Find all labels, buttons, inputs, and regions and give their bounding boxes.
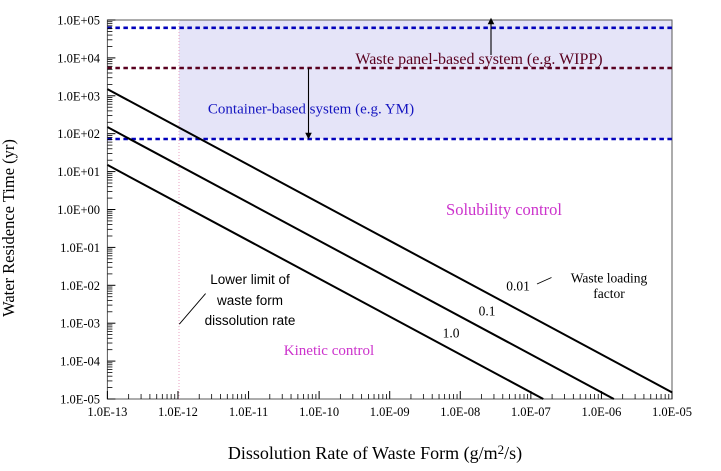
svg-text:1.0E-04: 1.0E-04 <box>60 355 101 369</box>
svg-text:1.0E+05: 1.0E+05 <box>57 14 100 28</box>
svg-text:Water Residence Time (yr): Water Residence Time (yr) <box>0 139 18 317</box>
svg-text:1.0E+04: 1.0E+04 <box>57 51 101 65</box>
svg-text:1.0E-11: 1.0E-11 <box>229 405 268 419</box>
svg-text:waste form: waste form <box>216 293 283 308</box>
svg-text:1.0E-02: 1.0E-02 <box>60 279 100 293</box>
svg-text:1.0E+03: 1.0E+03 <box>57 89 100 103</box>
svg-text:1.0E-07: 1.0E-07 <box>511 405 551 419</box>
svg-text:0.1: 0.1 <box>479 304 496 319</box>
svg-text:1.0E-12: 1.0E-12 <box>158 405 198 419</box>
svg-text:dissolution rate: dissolution rate <box>205 313 296 328</box>
svg-text:1.0E-03: 1.0E-03 <box>60 317 100 331</box>
svg-text:1.0E-10: 1.0E-10 <box>299 405 339 419</box>
svg-text:1.0E+02: 1.0E+02 <box>57 127 100 141</box>
svg-text:1.0E-01: 1.0E-01 <box>60 241 100 255</box>
svg-text:1.0E-13: 1.0E-13 <box>87 405 127 419</box>
svg-text:Waste loading: Waste loading <box>571 271 648 286</box>
svg-text:factor: factor <box>593 286 625 301</box>
svg-text:1.0E-08: 1.0E-08 <box>440 405 480 419</box>
svg-text:1.0E-09: 1.0E-09 <box>370 405 410 419</box>
svg-text:0.01: 0.01 <box>506 279 530 294</box>
svg-text:Container-based system (e.g. Y: Container-based system (e.g. YM) <box>208 102 414 118</box>
svg-text:Solubility control: Solubility control <box>446 200 562 219</box>
svg-text:1.0E-06: 1.0E-06 <box>581 405 621 419</box>
svg-text:Lower limit of: Lower limit of <box>210 272 290 287</box>
svg-text:1.0E-05: 1.0E-05 <box>652 405 692 419</box>
svg-text:Waste panel-based system (e.g.: Waste panel-based system (e.g. WIPP) <box>355 51 602 68</box>
svg-text:1.0E+01: 1.0E+01 <box>57 165 100 179</box>
svg-text:Dissolution Rate of Waste Form: Dissolution Rate of Waste Form (g/m2/s) <box>228 442 522 464</box>
svg-text:Kinetic control: Kinetic control <box>284 343 374 359</box>
svg-text:1.0E+00: 1.0E+00 <box>57 203 100 217</box>
svg-text:1.0: 1.0 <box>443 326 460 341</box>
